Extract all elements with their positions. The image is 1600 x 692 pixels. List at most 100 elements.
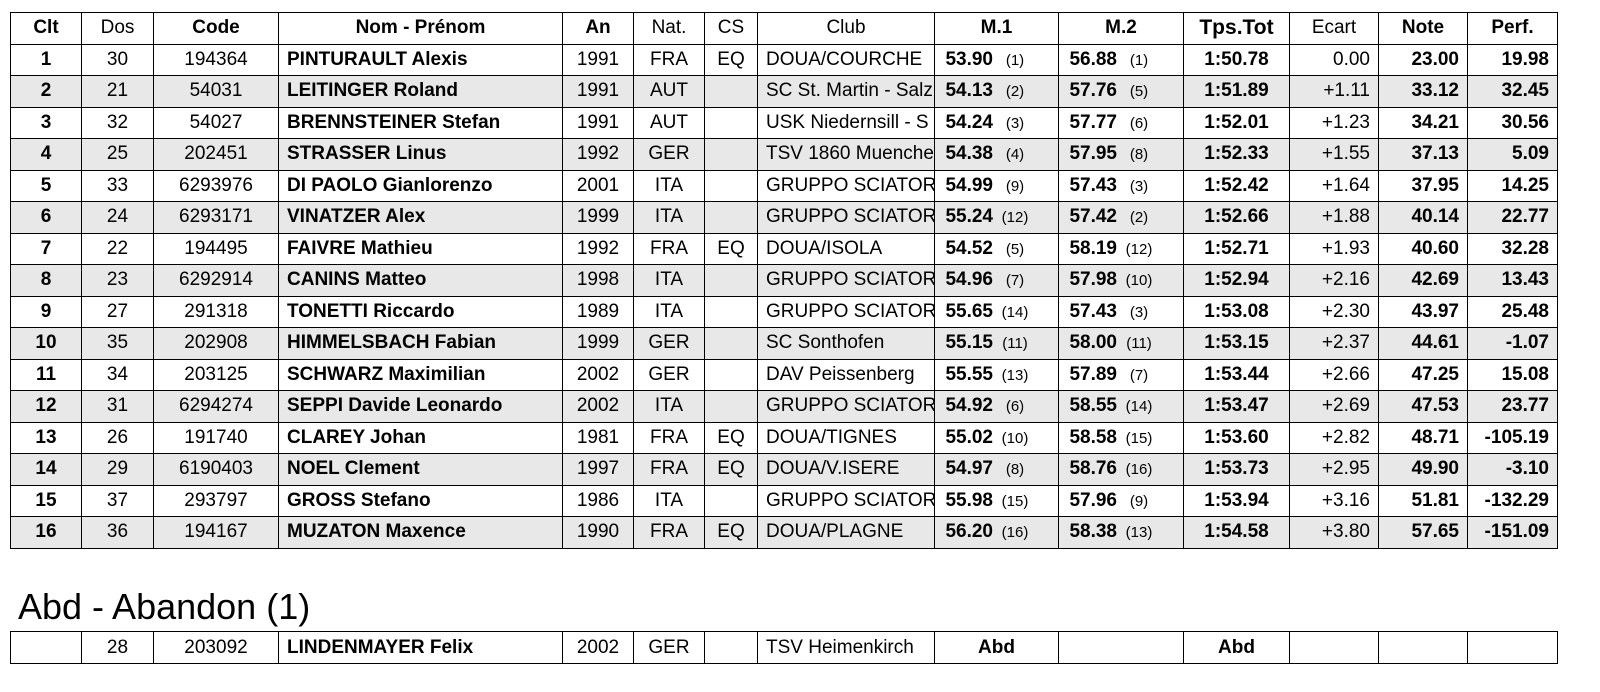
m2-cell: 57.76 (5) bbox=[1058, 75, 1184, 108]
year-cell: 1992 bbox=[562, 232, 634, 265]
total-time-cell: 1:53.08 bbox=[1183, 295, 1290, 328]
m1-cell: 54.97 (8) bbox=[934, 453, 1059, 486]
cs-cell: EQ bbox=[704, 453, 758, 486]
m1-cell: 55.02 (10) bbox=[934, 421, 1059, 454]
m2-time: 57.43 bbox=[1069, 300, 1117, 322]
m1-cell: 54.96 (7) bbox=[934, 264, 1059, 297]
note-cell: 44.61 bbox=[1378, 327, 1468, 360]
cs-cell bbox=[704, 484, 758, 517]
rank-cell: 2 bbox=[10, 75, 82, 108]
m2-rank: (13) bbox=[1125, 524, 1153, 542]
perf-cell: -3.10 bbox=[1467, 453, 1558, 486]
table-row: 6 24 6293171 VINATZER Alex 1999 ITA GRUPPO SCI… bbox=[10, 201, 1558, 234]
nation-cell: FRA bbox=[633, 453, 705, 486]
abandon-tps: Abd bbox=[1183, 631, 1290, 664]
m2-cell: 57.43 (3) bbox=[1058, 169, 1184, 202]
abandon-row: 28 203092 LINDENMAYER Felix 2002 GER TSV… bbox=[10, 631, 1558, 664]
bib-cell: 33 bbox=[81, 169, 154, 202]
nation-cell: FRA bbox=[633, 232, 705, 265]
m1-rank: (8) bbox=[1005, 461, 1025, 479]
note-cell: 51.81 bbox=[1378, 484, 1468, 517]
cs-cell bbox=[704, 390, 758, 423]
perf-cell: -105.19 bbox=[1467, 421, 1558, 454]
code-cell: 6190403 bbox=[153, 453, 279, 486]
gap-cell: +2.95 bbox=[1289, 453, 1379, 486]
year-cell: 1997 bbox=[562, 453, 634, 486]
gap-cell: +2.66 bbox=[1289, 358, 1379, 391]
m2-rank: (12) bbox=[1125, 240, 1153, 258]
perf-cell: 14.25 bbox=[1467, 169, 1558, 202]
abandon-section-title: Abd - Abandon (1) bbox=[18, 586, 311, 627]
m1-cell: 55.55 (13) bbox=[934, 358, 1059, 391]
club-cell: DAV Peissenberg bbox=[757, 358, 935, 391]
bib-cell: 37 bbox=[81, 484, 154, 517]
table-row: 16 36 194167 MUZATON Maxence 1990 FRA EQ DOUA/P… bbox=[10, 516, 1558, 549]
code-cell: 203125 bbox=[153, 358, 279, 391]
total-time-cell: 1:53.44 bbox=[1183, 358, 1290, 391]
perf-cell: -1.07 bbox=[1467, 327, 1558, 360]
year-cell: 1999 bbox=[562, 327, 634, 360]
year-cell: 1991 bbox=[562, 106, 634, 139]
total-time-cell: 1:52.71 bbox=[1183, 232, 1290, 265]
nation-cell: GER bbox=[633, 138, 705, 171]
cs-cell bbox=[704, 264, 758, 297]
m2-time: 58.00 bbox=[1069, 332, 1117, 354]
table-row: 10 35 202908 HIMMELSBACH Fabian 1999 GER SC So… bbox=[10, 327, 1558, 360]
m2-cell: 58.55 (14) bbox=[1058, 390, 1184, 423]
m2-time: 58.38 bbox=[1069, 521, 1117, 543]
cs-cell bbox=[704, 295, 758, 328]
table-row: 3 32 54027 BRENNSTEINER Stefan 1991 AUT USK Ni… bbox=[10, 106, 1558, 139]
header-clt: Clt bbox=[10, 12, 82, 45]
abandon-cs-cell bbox=[704, 631, 758, 664]
m1-rank: (13) bbox=[1001, 366, 1029, 384]
m2-cell: 58.58 (15) bbox=[1058, 421, 1184, 454]
bib-cell: 21 bbox=[81, 75, 154, 108]
rank-cell: 10 bbox=[10, 327, 82, 360]
bib-cell: 29 bbox=[81, 453, 154, 486]
club-cell: SC St. Martin - Salz bbox=[757, 75, 935, 108]
name-cell: LEITINGER Roland bbox=[278, 75, 563, 108]
name-cell: PINTURAULT Alexis bbox=[278, 43, 563, 76]
m1-rank: (12) bbox=[1001, 209, 1029, 227]
table-row: 13 26 191740 CLAREY Johan 1981 FRA EQ DOUA/TIGN… bbox=[10, 421, 1558, 454]
m2-time: 57.76 bbox=[1069, 80, 1117, 102]
name-cell: STRASSER Linus bbox=[278, 138, 563, 171]
club-cell: SC Sonthofen bbox=[757, 327, 935, 360]
name-cell: CLAREY Johan bbox=[278, 421, 563, 454]
m1-time: 56.20 bbox=[945, 521, 993, 543]
m2-time: 58.58 bbox=[1069, 426, 1117, 448]
rank-cell: 4 bbox=[10, 138, 82, 171]
m1-rank: (4) bbox=[1005, 146, 1025, 164]
note-cell: 40.60 bbox=[1378, 232, 1468, 265]
header-dos: Dos bbox=[81, 12, 154, 45]
m1-time: 55.98 bbox=[945, 489, 993, 511]
m1-cell: 54.52 (5) bbox=[934, 232, 1059, 265]
m2-rank: (10) bbox=[1125, 272, 1153, 290]
note-cell: 23.00 bbox=[1378, 43, 1468, 76]
total-time-cell: 1:53.60 bbox=[1183, 421, 1290, 454]
nation-cell: GER bbox=[633, 327, 705, 360]
perf-cell: 25.48 bbox=[1467, 295, 1558, 328]
bib-cell: 30 bbox=[81, 43, 154, 76]
name-cell: HIMMELSBACH Fabian bbox=[278, 327, 563, 360]
rank-cell: 7 bbox=[10, 232, 82, 265]
gap-cell: +3.16 bbox=[1289, 484, 1379, 517]
club-cell: DOUA/TIGNES bbox=[757, 421, 935, 454]
note-cell: 49.90 bbox=[1378, 453, 1468, 486]
perf-cell: -132.29 bbox=[1467, 484, 1558, 517]
club-cell: GRUPPO SCIATORI bbox=[757, 201, 935, 234]
m2-cell: 58.19 (12) bbox=[1058, 232, 1184, 265]
name-cell: SEPPI Davide Leonardo bbox=[278, 390, 563, 423]
note-cell: 42.69 bbox=[1378, 264, 1468, 297]
abandon-clt-cell bbox=[10, 631, 82, 664]
m1-cell: 55.15 (11) bbox=[934, 327, 1059, 360]
total-time-cell: 1:53.15 bbox=[1183, 327, 1290, 360]
m1-time: 55.55 bbox=[945, 363, 993, 385]
header-tps: Tps.Tot bbox=[1183, 12, 1290, 45]
header-note: Note bbox=[1378, 12, 1468, 45]
perf-cell: 13.43 bbox=[1467, 264, 1558, 297]
m1-cell: 54.99 (9) bbox=[934, 169, 1059, 202]
code-cell: 202451 bbox=[153, 138, 279, 171]
cs-cell bbox=[704, 75, 758, 108]
cs-cell: EQ bbox=[704, 43, 758, 76]
